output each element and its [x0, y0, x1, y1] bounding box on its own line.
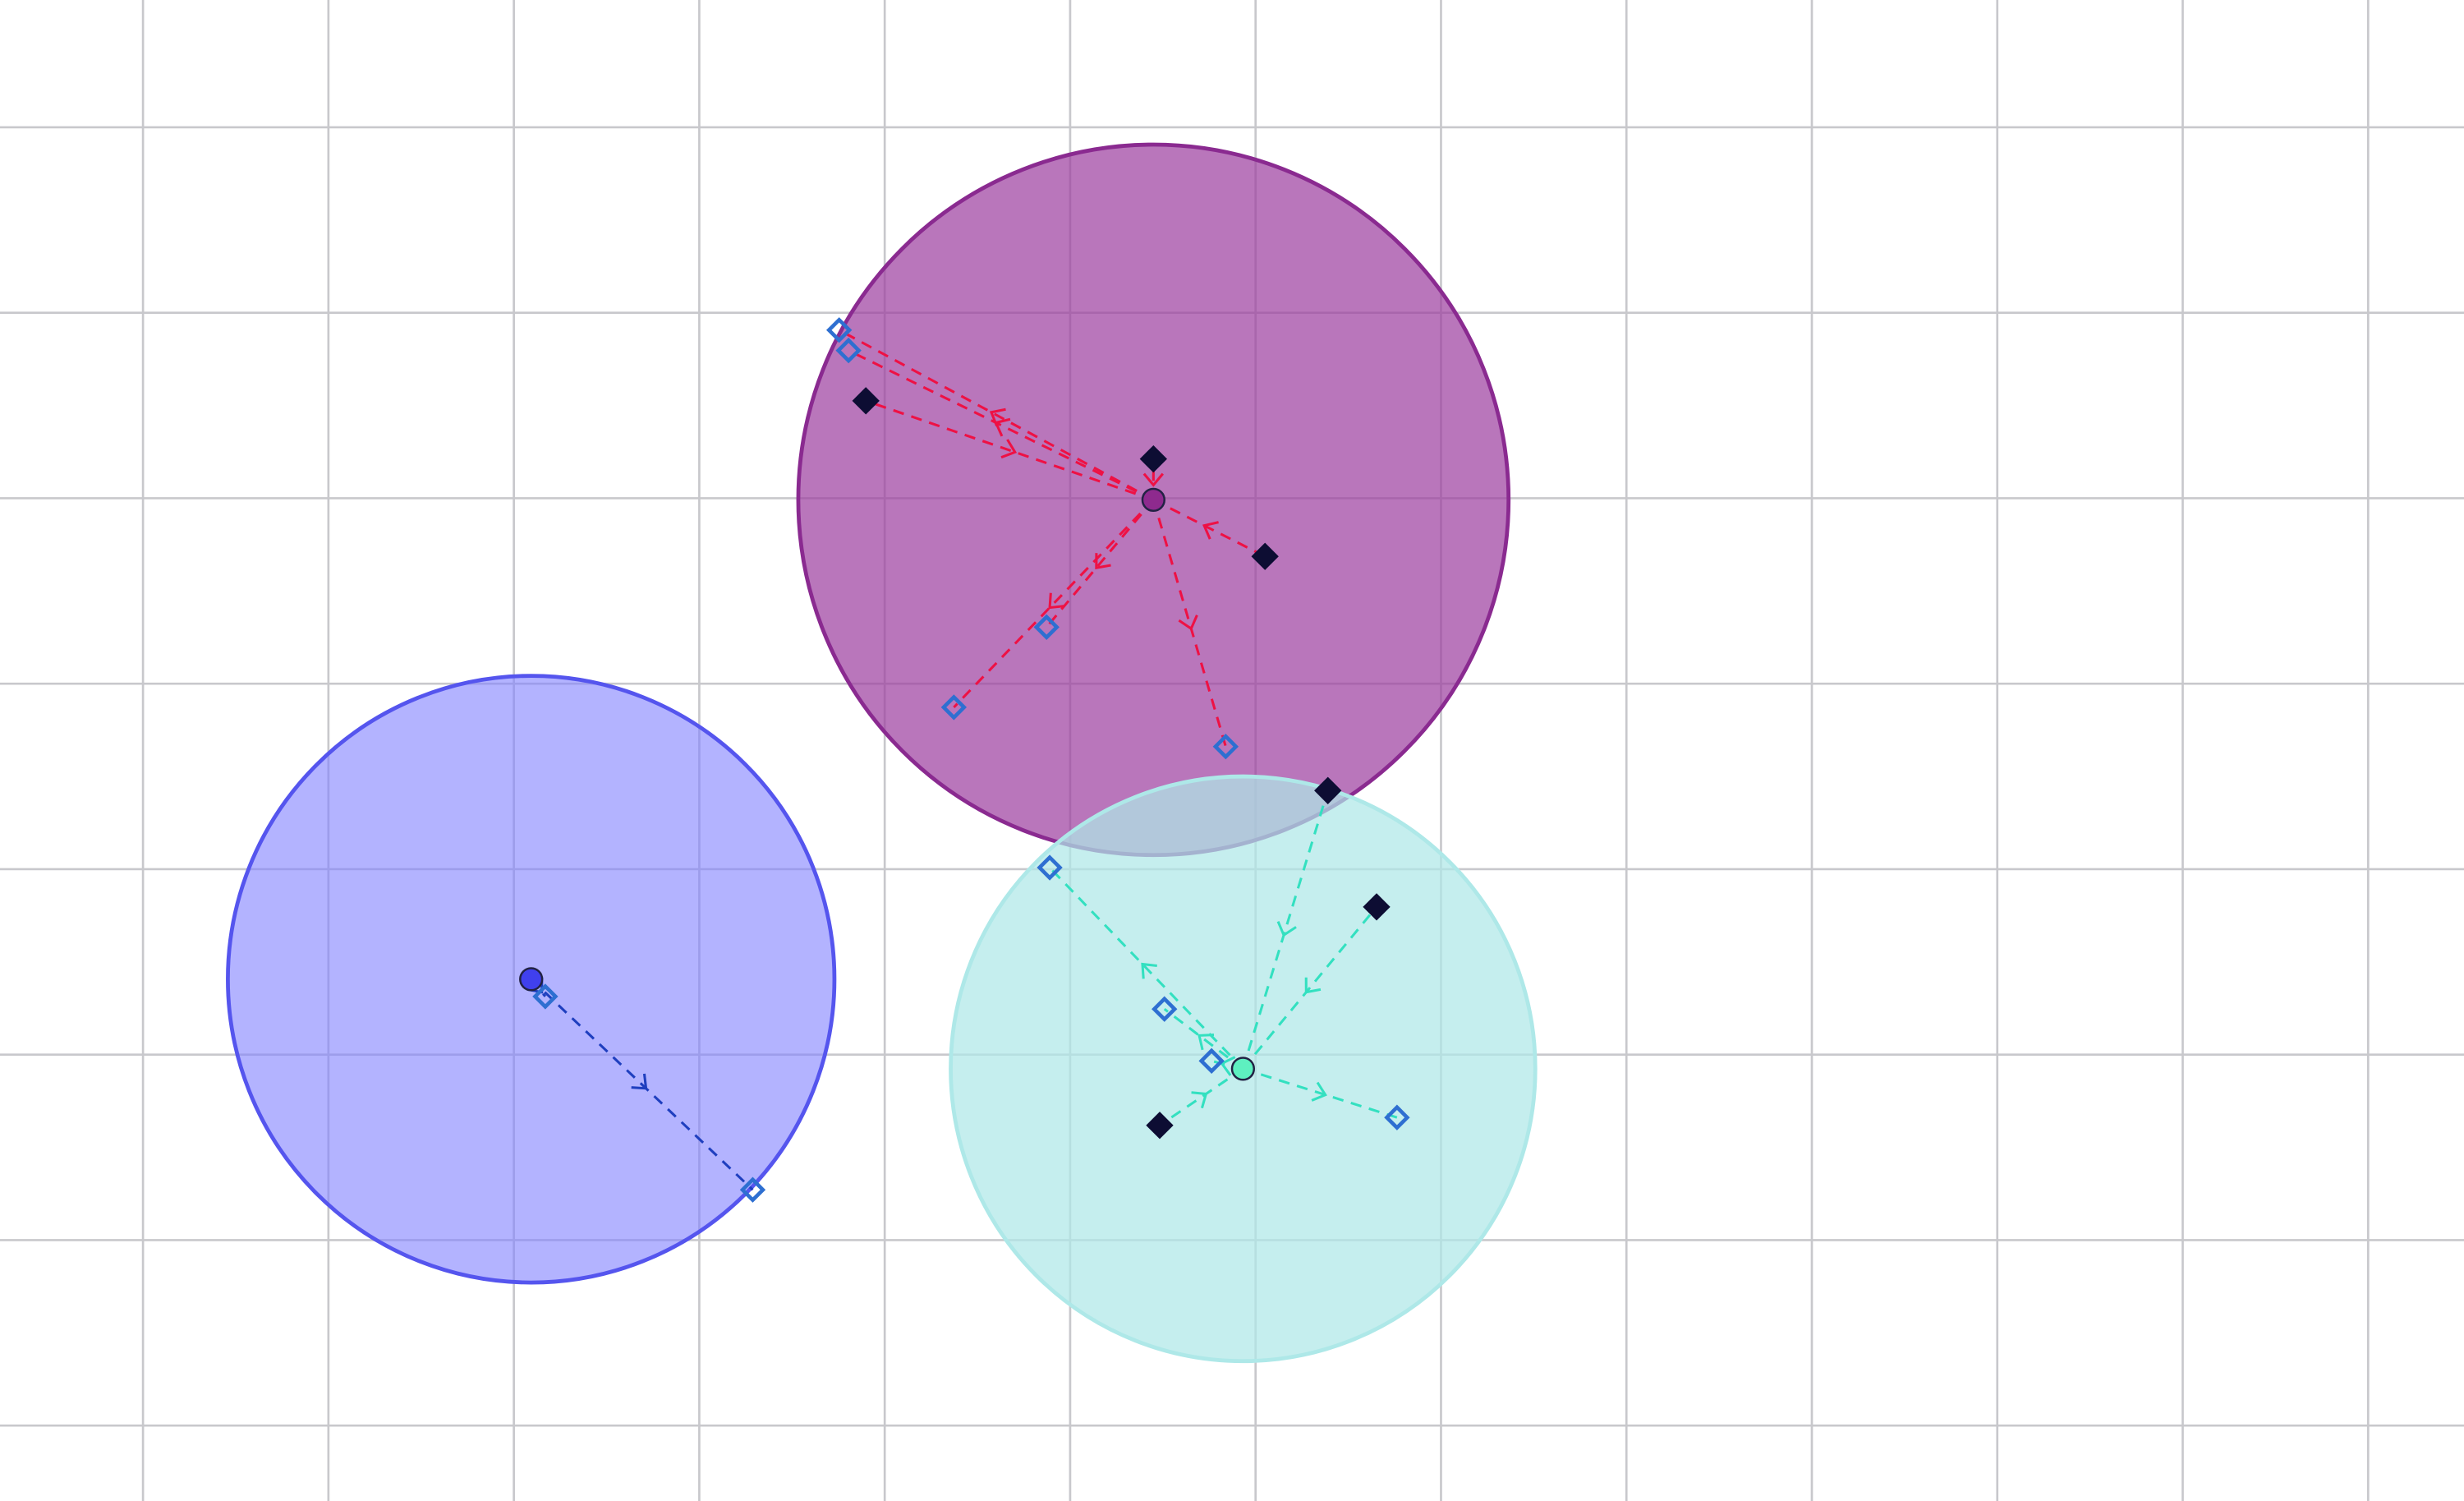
hollow-diamond-marker — [1198, 1047, 1225, 1075]
purple-cluster-center-node — [1141, 487, 1165, 512]
cyan-cluster — [949, 774, 1538, 1364]
dashed-link — [1152, 498, 1266, 558]
dashed-link — [838, 329, 1155, 501]
dashed-link — [530, 978, 754, 1191]
filled-diamond-marker — [1139, 444, 1167, 473]
dashed-link — [1159, 1067, 1244, 1127]
clusters — [226, 142, 1538, 1364]
filled-diamond-marker — [852, 387, 880, 415]
hollow-diamond-marker — [1033, 614, 1060, 641]
filled-diamond-marker — [1363, 893, 1391, 921]
link-arrow — [1141, 962, 1157, 979]
dashed-link — [1046, 499, 1155, 628]
filled-diamond-marker — [1251, 542, 1279, 570]
blue-cluster-center-node — [519, 967, 544, 992]
hollow-diamond-marker — [739, 1176, 766, 1203]
link-arrow — [1276, 921, 1297, 937]
link-arrow — [1311, 1081, 1327, 1102]
link-arrow — [1202, 521, 1219, 540]
dashed-link — [865, 399, 1154, 501]
dashed-link — [1152, 499, 1227, 748]
link-arrow — [1048, 592, 1065, 610]
hollow-diamond-marker — [826, 317, 853, 343]
hollow-diamond-marker — [532, 983, 559, 1010]
link-arrow — [1000, 439, 1018, 459]
dashed-link — [1242, 1067, 1398, 1119]
hollow-diamond-marker — [1384, 1104, 1410, 1130]
dashed-link — [1163, 1007, 1244, 1070]
hollow-diamond-marker — [1152, 996, 1178, 1022]
link-arrow — [1304, 977, 1322, 994]
hollow-diamond-marker — [940, 694, 968, 721]
dashed-link — [1242, 905, 1378, 1070]
link-arrow — [631, 1073, 648, 1090]
link-arrow — [1191, 1091, 1208, 1109]
dashed-link — [848, 349, 1155, 501]
hollow-diamond-marker — [835, 337, 862, 364]
link-arrow — [1142, 472, 1164, 487]
link-arrow — [1178, 615, 1198, 631]
dashed-link — [1241, 790, 1330, 1070]
hollow-diamond-marker — [1037, 854, 1063, 881]
purple-cluster — [796, 142, 1511, 858]
dashed-link — [953, 499, 1155, 708]
cyan-cluster-center-node — [1230, 1057, 1256, 1081]
filled-diamond-marker — [1314, 776, 1342, 804]
filled-diamond-marker — [1146, 1112, 1174, 1140]
link-arrow — [1198, 1034, 1215, 1051]
link-arrow — [994, 417, 1011, 437]
blue-cluster — [226, 674, 837, 1285]
hollow-diamond-marker — [1212, 734, 1239, 760]
